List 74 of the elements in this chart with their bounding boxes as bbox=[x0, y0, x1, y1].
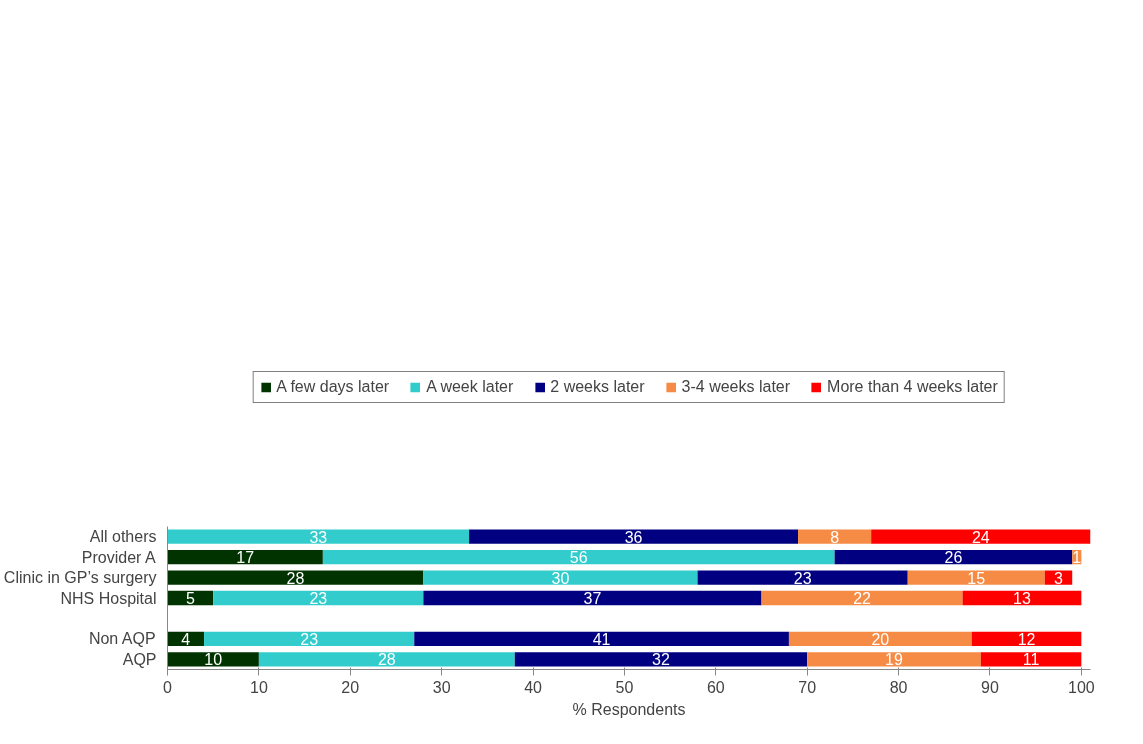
data-label: 19 bbox=[885, 651, 904, 669]
y-tick-label: NHS Hospital bbox=[60, 589, 157, 607]
bar bbox=[322, 549, 835, 565]
bar bbox=[514, 652, 808, 667]
y-tick-label: AQP bbox=[122, 650, 157, 668]
bar bbox=[204, 631, 415, 647]
data-label: 30 bbox=[551, 569, 570, 587]
x-tick-label: 0 bbox=[163, 678, 173, 696]
legend-label: A week later bbox=[426, 377, 514, 396]
data-label: 8 bbox=[830, 528, 840, 546]
data-label: 36 bbox=[624, 528, 643, 546]
y-tick-label: Clinic in GP’s surgery bbox=[3, 569, 157, 587]
x-tick-label: 90 bbox=[981, 678, 999, 696]
bar bbox=[167, 529, 470, 544]
data-label: 10 bbox=[204, 651, 223, 669]
data-label: 37 bbox=[583, 590, 602, 607]
data-label: 11 bbox=[1022, 651, 1040, 669]
data-label: 1 bbox=[1072, 549, 1082, 567]
x-tick-label: 30 bbox=[432, 678, 451, 696]
data-label: 5 bbox=[185, 590, 195, 607]
x-tick-label: 20 bbox=[341, 678, 360, 696]
bar bbox=[167, 570, 424, 585]
x-tick-label: 80 bbox=[889, 678, 908, 696]
bar bbox=[697, 570, 908, 585]
x-tick-label: 50 bbox=[615, 678, 634, 696]
data-label: 24 bbox=[971, 528, 990, 546]
y-tick-label: Non AQP bbox=[88, 630, 156, 648]
bar bbox=[761, 590, 963, 606]
data-label: 33 bbox=[309, 528, 328, 546]
bar bbox=[834, 549, 1073, 565]
bar bbox=[258, 652, 515, 667]
data-label: 28 bbox=[286, 569, 305, 587]
data-label: 20 bbox=[871, 630, 890, 648]
bar bbox=[423, 590, 762, 606]
bar bbox=[469, 529, 799, 544]
bar bbox=[423, 570, 698, 585]
bar bbox=[971, 631, 1082, 647]
x-tick-label: 60 bbox=[706, 678, 725, 696]
bar bbox=[962, 590, 1082, 606]
data-label: 4 bbox=[181, 630, 191, 648]
x-tick-label: 100 bbox=[1068, 678, 1095, 696]
data-label: 3 bbox=[1054, 569, 1064, 587]
bar bbox=[167, 549, 323, 565]
data-label: 56 bbox=[569, 549, 588, 567]
y-tick-label: Provider A bbox=[81, 548, 156, 566]
legend-label: A few days later bbox=[276, 377, 390, 396]
data-label: 22 bbox=[853, 590, 872, 607]
bar bbox=[980, 652, 1082, 667]
legend-label: 2 weeks later bbox=[550, 377, 645, 396]
data-label: 15 bbox=[967, 569, 986, 587]
data-label: 41 bbox=[592, 630, 611, 648]
legend-label: More than 4 weeks later bbox=[827, 377, 998, 396]
data-label: 23 bbox=[300, 630, 319, 648]
data-label: 13 bbox=[1013, 590, 1031, 607]
data-label: 17 bbox=[236, 549, 255, 567]
x-tick-label: 70 bbox=[798, 678, 817, 696]
bar bbox=[213, 590, 424, 606]
x-tick-label: 40 bbox=[524, 678, 543, 696]
bar bbox=[907, 570, 1045, 585]
data-label: 12 bbox=[1017, 630, 1036, 648]
bar bbox=[788, 631, 972, 647]
data-label: 26 bbox=[944, 549, 963, 567]
data-label: 23 bbox=[309, 590, 328, 607]
x-tick-label: 10 bbox=[249, 678, 268, 696]
bar bbox=[414, 631, 789, 647]
data-label: 23 bbox=[793, 569, 812, 587]
bar bbox=[871, 529, 1091, 544]
y-tick-label: All others bbox=[89, 528, 157, 546]
x-axis-title: % Respondents bbox=[572, 700, 686, 718]
legend-label: 3-4 weeks later bbox=[681, 377, 791, 396]
data-label: 28 bbox=[377, 651, 396, 669]
bar bbox=[798, 529, 872, 544]
data-label: 32 bbox=[652, 651, 670, 669]
bar bbox=[807, 652, 981, 667]
